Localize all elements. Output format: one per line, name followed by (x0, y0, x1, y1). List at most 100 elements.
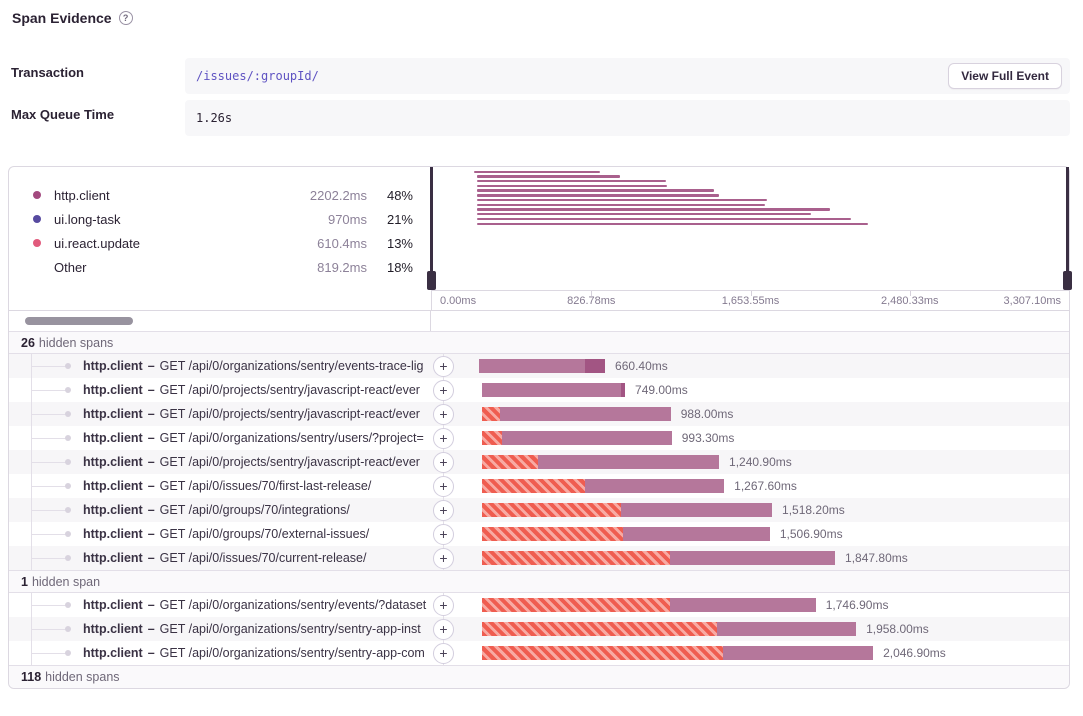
span-url: GET /api/0/issues/70/first-last-release/ (159, 479, 372, 493)
hidden-spans-row[interactable]: 1 hidden span (9, 570, 1069, 593)
span-row[interactable]: http.client – GET /api/0/organizations/sen… (9, 426, 1069, 450)
max-queue-time-value-box: 1.26s (185, 100, 1070, 136)
span-duration-label: 1,847.80ms (845, 551, 908, 565)
span-url: GET /api/0/groups/70/external-issues/ (159, 527, 370, 541)
span-url: GET /api/0/organizations/sentry/sentry-a… (159, 622, 421, 636)
minimap-right-grip[interactable] (1063, 271, 1072, 290)
span-op: http.client (83, 551, 143, 565)
scrollbar-row (9, 310, 1069, 331)
tree-node-dot (65, 483, 71, 489)
hidden-spans-row[interactable]: 118 hidden spans (9, 665, 1069, 688)
span-timeline: 1,746.90ms (437, 593, 1069, 617)
span-row[interactable]: http.client – GET /api/0/organizations/sen… (9, 617, 1069, 641)
axis-tick-mark (591, 291, 593, 296)
span-row[interactable]: http.client – GET /api/0/issues/70/current… (9, 546, 1069, 570)
expand-span-button[interactable]: + (433, 427, 454, 449)
expand-span-button[interactable]: + (433, 642, 454, 664)
span-row[interactable]: http.client – GET /api/0/projects/sentry/j… (9, 402, 1069, 426)
span-op: http.client (83, 646, 143, 660)
trace-minimap[interactable] (427, 167, 1072, 290)
span-duration-bar (481, 503, 773, 517)
span-waterfall-panel: http.client 2202.2ms 48% ui.long-task 97… (8, 166, 1072, 689)
expand-span-button[interactable]: + (433, 451, 454, 473)
span-separator: – (147, 551, 155, 565)
span-timeline: 1,240.90ms (437, 450, 1069, 474)
transaction-field: Transaction /issues/:groupId/ View Full … (8, 58, 1070, 94)
minimap-span-bar (476, 194, 720, 197)
page-title: Span Evidence (12, 10, 112, 26)
axis-tick-label: 1,653.55ms (721, 295, 780, 307)
span-duration-label: 1,267.60ms (734, 479, 797, 493)
span-timeline: 988.00ms (437, 402, 1069, 426)
span-description: http.client – GET /api/0/issues/70/current… (83, 546, 429, 570)
expand-span-button[interactable]: + (433, 499, 454, 521)
tree-node-dot (65, 435, 71, 441)
tree-node-dot (65, 507, 71, 513)
hidden-spans-row[interactable]: 26 hidden spans (9, 331, 1069, 354)
transaction-value-box: /issues/:groupId/ View Full Event (185, 58, 1070, 94)
expand-span-button[interactable]: + (433, 475, 454, 497)
scrollbar-thumb[interactable] (25, 317, 133, 325)
span-description: http.client – GET /api/0/groups/70/externa… (83, 522, 429, 546)
expand-span-button[interactable]: + (433, 547, 454, 569)
span-duration-label: 660.40ms (615, 359, 668, 373)
span-separator: – (147, 479, 155, 493)
span-row[interactable]: http.client – GET /api/0/groups/70/integra… (9, 498, 1069, 522)
span-row[interactable]: http.client – GET /api/0/organizations/sen… (9, 641, 1069, 665)
tree-connector-line (31, 437, 67, 439)
span-duration-label: 993.30ms (681, 431, 735, 445)
max-queue-time-field: Max Queue Time 1.26s (8, 100, 1070, 136)
span-row[interactable]: http.client – GET /api/0/organizations/sen… (9, 593, 1069, 617)
tree-node-dot (65, 387, 71, 393)
span-duration-bar (478, 359, 606, 373)
minimap-span-bar (476, 184, 667, 188)
legend-duration: 2202.2ms (309, 187, 367, 203)
legend-percent: 21% (386, 211, 413, 227)
span-separator: – (147, 646, 155, 660)
span-row[interactable]: http.client – GET /api/0/groups/70/externa… (9, 522, 1069, 546)
expand-span-button[interactable]: + (433, 618, 454, 640)
minimap-span-bar (476, 175, 621, 178)
help-icon[interactable]: ? (118, 11, 133, 25)
horizontal-scrollbar[interactable] (9, 311, 431, 331)
minimap-left-handle[interactable] (427, 167, 436, 290)
tree-node-dot (65, 650, 71, 656)
span-description: http.client – GET /api/0/issues/70/first-l… (83, 474, 429, 498)
span-timeline: 1,847.80ms (437, 546, 1069, 570)
expand-span-button[interactable]: + (433, 379, 454, 401)
span-op: http.client (83, 527, 143, 541)
span-description: http.client – GET /api/0/projects/sentry/j… (83, 450, 429, 474)
expand-span-button[interactable]: + (433, 523, 454, 545)
span-duration-label: 988.00ms (680, 407, 734, 421)
span-duration-label: 1,240.90ms (729, 455, 792, 469)
span-op: http.client (83, 407, 143, 421)
tree-connector-line (31, 413, 67, 415)
minimap-span-bar (476, 208, 831, 211)
span-row[interactable]: http.client – GET /api/0/organizations/sen… (9, 354, 1069, 378)
expand-span-button[interactable]: + (433, 594, 454, 616)
span-op: http.client (83, 431, 143, 445)
view-full-event-button[interactable]: View Full Event (948, 63, 1062, 89)
minimap-right-handle[interactable] (1063, 167, 1072, 290)
legend-item: Other 819.2ms 18% (33, 255, 413, 279)
queue-time-segment (481, 503, 622, 517)
tree-node-dot (65, 602, 71, 608)
expand-span-button[interactable]: + (433, 403, 454, 425)
span-url: GET /api/0/organizations/sentry/sentry-a… (159, 646, 425, 660)
span-row[interactable]: http.client – GET /api/0/projects/sentry/j… (9, 450, 1069, 474)
legend-percent: 48% (386, 187, 413, 203)
transaction-label: Transaction (11, 65, 84, 80)
span-row[interactable]: http.client – GET /api/0/issues/70/first-l… (9, 474, 1069, 498)
span-separator: – (147, 407, 155, 421)
axis-tick-mark (909, 291, 911, 296)
span-row[interactable]: http.client – GET /api/0/projects/sentry/j… (9, 378, 1069, 402)
transaction-link[interactable]: /issues/:groupId/ (196, 69, 319, 83)
tree-connector-line (31, 628, 67, 630)
legend-op-name: ui.react.update (54, 235, 141, 251)
legend-color-dot (33, 239, 41, 247)
minimap-left-grip[interactable] (427, 271, 436, 290)
legend-duration: 970ms (327, 211, 367, 227)
tree-node-dot (65, 411, 71, 417)
expand-span-button[interactable]: + (433, 355, 454, 377)
section-header: Span Evidence ? (12, 10, 1083, 26)
